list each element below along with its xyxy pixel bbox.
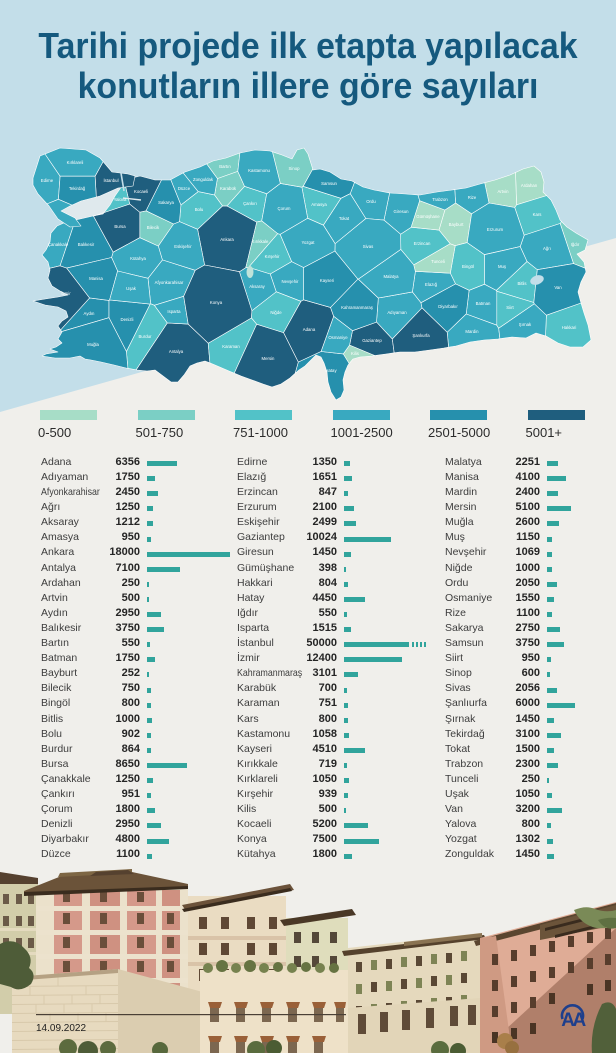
svg-text:Yalova: Yalova	[114, 197, 127, 202]
svg-text:Balıkesir: Balıkesir	[78, 242, 95, 247]
svg-text:Kırıkkale: Kırıkkale	[252, 239, 269, 244]
svg-text:Uşak: Uşak	[126, 286, 137, 291]
svg-text:Kocaeli: Kocaeli	[134, 189, 148, 194]
svg-text:Zonguldak: Zonguldak	[193, 177, 214, 182]
svg-text:Rize: Rize	[468, 195, 477, 200]
svg-text:İstanbul: İstanbul	[103, 178, 118, 183]
svg-text:Şanlıurfa: Şanlıurfa	[412, 333, 430, 338]
svg-text:Kars: Kars	[533, 212, 542, 217]
svg-text:Konya: Konya	[210, 300, 223, 305]
svg-text:Kayseri: Kayseri	[320, 278, 334, 283]
svg-text:Nevşehir: Nevşehir	[282, 279, 300, 284]
svg-text:İzmir: İzmir	[61, 291, 71, 296]
svg-text:Kırşehir: Kırşehir	[265, 254, 280, 259]
svg-text:Siirt: Siirt	[506, 305, 514, 310]
svg-text:Bursa: Bursa	[114, 224, 126, 229]
svg-text:Kütahya: Kütahya	[130, 256, 146, 261]
svg-text:Osmaniye: Osmaniye	[328, 335, 348, 340]
svg-text:Karabük: Karabük	[220, 186, 237, 191]
svg-text:Hatay: Hatay	[325, 368, 337, 373]
svg-text:Kırklareli: Kırklareli	[67, 160, 84, 165]
svg-text:Antalya: Antalya	[169, 349, 184, 354]
svg-text:Malatya: Malatya	[383, 274, 399, 279]
svg-text:Giresun: Giresun	[393, 209, 409, 214]
svg-text:Yozgat: Yozgat	[302, 240, 316, 245]
svg-text:Çorum: Çorum	[278, 206, 291, 211]
svg-text:Sivas: Sivas	[363, 244, 374, 249]
svg-text:Bilecik: Bilecik	[147, 225, 160, 230]
svg-text:Bolu: Bolu	[195, 207, 204, 212]
svg-text:Ankara: Ankara	[220, 237, 234, 242]
svg-text:Düzce: Düzce	[178, 186, 191, 191]
svg-text:Gaziantep: Gaziantep	[362, 338, 382, 343]
svg-text:Amasya: Amasya	[311, 202, 327, 207]
svg-text:Aksaray: Aksaray	[249, 284, 265, 289]
svg-text:Adıyaman: Adıyaman	[387, 310, 407, 315]
svg-text:Tokat: Tokat	[339, 216, 350, 221]
svg-text:Karaman: Karaman	[222, 344, 240, 349]
svg-text:Kilis: Kilis	[351, 351, 359, 356]
svg-text:Ağrı: Ağrı	[543, 246, 551, 251]
svg-text:Mardin: Mardin	[465, 329, 479, 334]
svg-text:Çanakkale: Çanakkale	[48, 242, 69, 247]
svg-text:Batman: Batman	[476, 301, 491, 306]
svg-text:Artvin: Artvin	[498, 189, 510, 194]
svg-text:Tekirdağ: Tekirdağ	[69, 186, 86, 191]
svg-text:Erzincan: Erzincan	[414, 241, 431, 246]
svg-text:Denizli: Denizli	[121, 317, 134, 322]
svg-text:Ardahan: Ardahan	[521, 183, 538, 188]
svg-text:14.09.2022: 14.09.2022	[36, 1023, 86, 1034]
svg-text:Burdur: Burdur	[139, 334, 152, 339]
svg-text:Erzurum: Erzurum	[487, 227, 504, 232]
svg-text:Elazığ: Elazığ	[425, 282, 438, 287]
svg-text:Hakkari: Hakkari	[562, 325, 577, 330]
svg-text:Diyarbakır: Diyarbakır	[438, 304, 458, 309]
svg-text:Muş: Muş	[498, 264, 506, 269]
svg-text:Adana: Adana	[303, 327, 316, 332]
svg-text:Bitlis: Bitlis	[517, 281, 526, 286]
svg-text:Sakarya: Sakarya	[158, 200, 174, 205]
svg-text:Tunceli: Tunceli	[431, 259, 445, 264]
svg-text:Eskişehir: Eskişehir	[174, 244, 192, 249]
svg-text:Bingöl: Bingöl	[462, 264, 474, 269]
svg-text:Niğde: Niğde	[270, 310, 282, 315]
svg-text:Aydın: Aydın	[84, 311, 96, 316]
svg-text:Sinop: Sinop	[289, 166, 301, 171]
svg-text:Bartın: Bartın	[219, 164, 231, 169]
svg-text:Ordu: Ordu	[366, 199, 376, 204]
svg-text:Çankırı: Çankırı	[243, 201, 257, 206]
svg-text:Kastamonu: Kastamonu	[248, 168, 270, 173]
svg-text:Manisa: Manisa	[89, 276, 103, 281]
svg-text:Kahramanmaraş: Kahramanmaraş	[341, 305, 373, 310]
svg-text:Edirne: Edirne	[41, 178, 54, 183]
svg-text:Van: Van	[554, 285, 562, 290]
svg-text:Gümüşhane: Gümüşhane	[416, 214, 440, 219]
svg-text:Isparta: Isparta	[167, 309, 181, 314]
svg-text:AA: AA	[561, 1010, 586, 1031]
svg-text:Bayburt: Bayburt	[449, 222, 465, 227]
svg-text:Şırnak: Şırnak	[519, 322, 532, 327]
svg-text:Mersin: Mersin	[262, 356, 276, 361]
svg-text:Iğdır: Iğdır	[571, 242, 580, 247]
svg-text:Muğla: Muğla	[87, 342, 99, 347]
svg-text:Samsun: Samsun	[321, 181, 337, 186]
svg-text:Afyonkarahisar: Afyonkarahisar	[155, 280, 184, 285]
svg-text:Trabzon: Trabzon	[432, 197, 448, 202]
